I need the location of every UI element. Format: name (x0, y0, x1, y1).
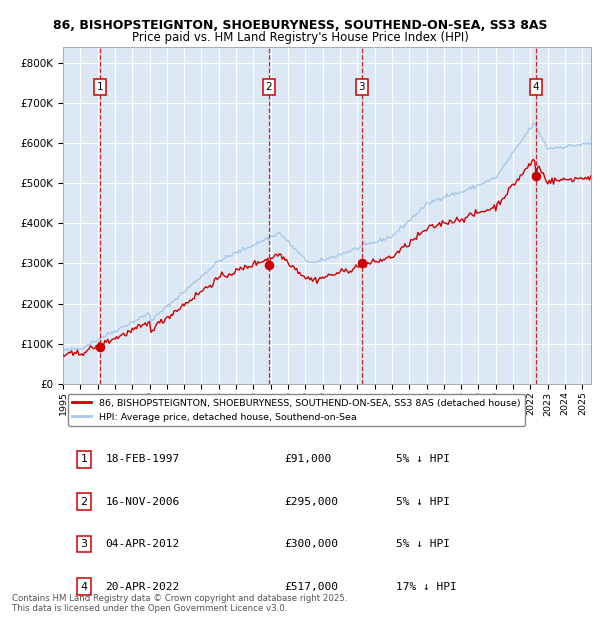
Text: Price paid vs. HM Land Registry's House Price Index (HPI): Price paid vs. HM Land Registry's House … (131, 31, 469, 44)
Text: 16-NOV-2006: 16-NOV-2006 (105, 497, 179, 507)
Text: Contains HM Land Registry data © Crown copyright and database right 2025.: Contains HM Land Registry data © Crown c… (12, 595, 347, 603)
Text: 18-FEB-1997: 18-FEB-1997 (105, 454, 179, 464)
Text: £517,000: £517,000 (285, 582, 339, 591)
Text: 86, BISHOPSTEIGNTON, SHOEBURYNESS, SOUTHEND-ON-SEA, SS3 8AS: 86, BISHOPSTEIGNTON, SHOEBURYNESS, SOUTH… (53, 19, 547, 32)
Text: 04-APR-2012: 04-APR-2012 (105, 539, 179, 549)
Point (95, 342, 104, 352)
Point (357, 259, 367, 268)
Text: 3: 3 (358, 82, 365, 92)
Point (264, 260, 274, 270)
Text: This data is licensed under the Open Government Licence v3.0.: This data is licensed under the Open Gov… (12, 604, 287, 613)
Text: £300,000: £300,000 (285, 539, 339, 549)
Text: 1: 1 (97, 82, 103, 92)
Text: 20-APR-2022: 20-APR-2022 (105, 582, 179, 591)
Text: 17% ↓ HPI: 17% ↓ HPI (395, 582, 457, 591)
Text: 3: 3 (80, 539, 88, 549)
Point (531, 171, 541, 181)
Text: 4: 4 (532, 82, 539, 92)
Text: £295,000: £295,000 (285, 497, 339, 507)
Text: 1: 1 (80, 454, 88, 464)
Text: 4: 4 (80, 582, 88, 591)
Text: 5% ↓ HPI: 5% ↓ HPI (395, 454, 449, 464)
Text: 5% ↓ HPI: 5% ↓ HPI (395, 497, 449, 507)
Text: £91,000: £91,000 (285, 454, 332, 464)
Legend: 86, BISHOPSTEIGNTON, SHOEBURYNESS, SOUTHEND-ON-SEA, SS3 8AS (detached house), HP: 86, BISHOPSTEIGNTON, SHOEBURYNESS, SOUTH… (68, 394, 525, 426)
Text: 2: 2 (265, 82, 272, 92)
Text: 2: 2 (80, 497, 88, 507)
Text: 5% ↓ HPI: 5% ↓ HPI (395, 539, 449, 549)
